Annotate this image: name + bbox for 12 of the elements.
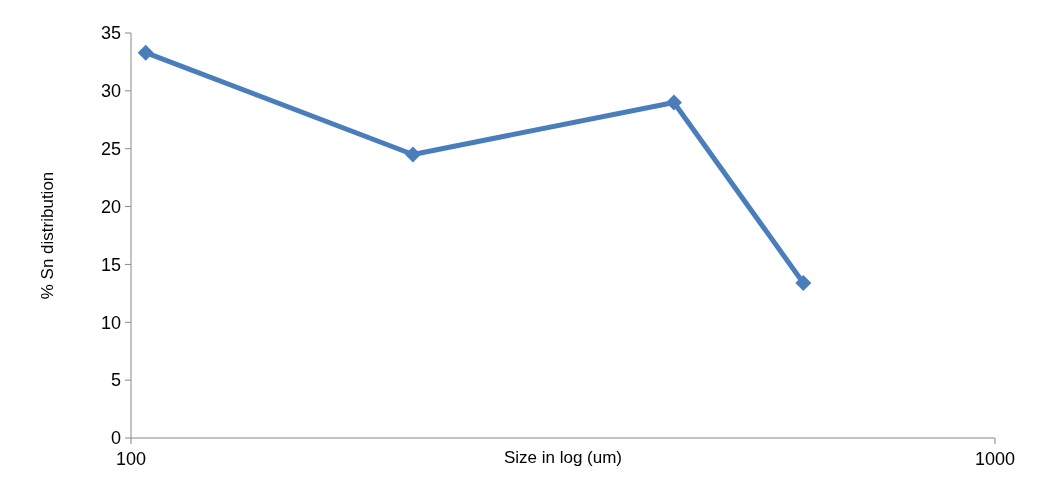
x-tick-label: 1000 bbox=[974, 449, 1016, 469]
y-tick-label: 25 bbox=[100, 139, 121, 160]
x-axis-title: Size in log (um) bbox=[503, 448, 623, 467]
y-axis-title: % Sn distribution bbox=[38, 171, 57, 300]
y-tick-label: 30 bbox=[100, 81, 121, 102]
x-tick-label: 100 bbox=[115, 449, 147, 469]
y-tick-label: 20 bbox=[100, 196, 121, 217]
y-tick-label: 35 bbox=[100, 23, 121, 44]
y-tick-label: 0 bbox=[110, 428, 121, 449]
y-tick-label: 5 bbox=[110, 370, 121, 391]
y-tick-label: 10 bbox=[100, 312, 121, 333]
y-tick-label: 15 bbox=[100, 254, 121, 275]
